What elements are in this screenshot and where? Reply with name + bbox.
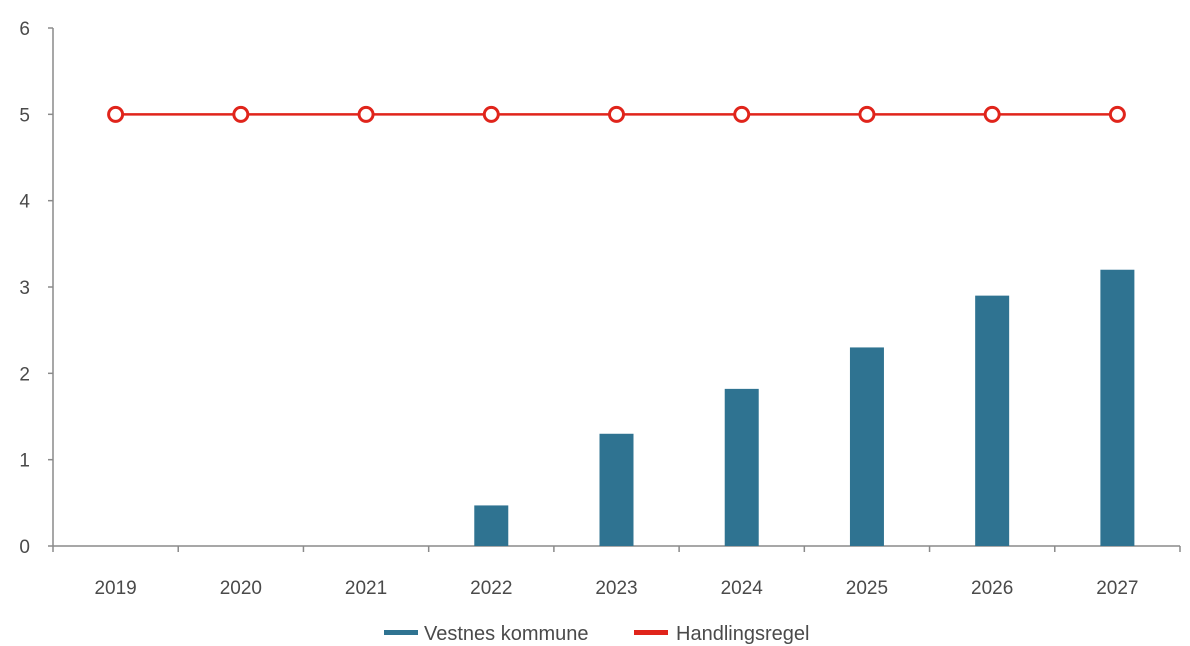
line-point [608,105,625,123]
x-tick-label: 2027 [1096,578,1138,599]
line-point [733,105,751,123]
y-tick-label: 1 [19,451,30,472]
line-point [858,105,876,123]
bar [975,295,1010,546]
y-tick-label: 4 [19,192,30,213]
y-tick-label: 3 [19,278,30,299]
bar [1100,269,1135,546]
line-point [232,105,250,123]
x-tick-label: 2019 [94,578,136,599]
legend-label-handlingsregel: Handlingsregel [676,623,809,645]
bar [849,347,884,546]
x-tick-label: 2021 [345,578,387,599]
bar-series-vestnes-kommune [474,269,1135,546]
y-tick-label: 0 [19,537,30,558]
x-tick-label: 2022 [470,578,512,599]
line-point [983,105,1001,123]
x-tick-label: 2025 [846,578,888,599]
legend-label-vestnes-kommune: Vestnes kommune [424,623,589,645]
y-tick-label: 5 [19,105,30,126]
line-point [107,105,125,123]
line-point [357,105,375,123]
bar [474,505,509,546]
x-tick-label: 2023 [595,578,637,599]
bar [724,388,759,546]
y-tick-label: 2 [19,364,30,385]
x-axis: 2019 2020 2021 2022 2023 2024 2025 2026 2027 [52,545,1181,599]
legend: Vestnes kommune Handlingsregel [384,623,809,645]
y-tick-label: 6 [19,19,30,40]
y-axis: 0 1 2 3 4 5 6 [19,19,54,558]
legend-swatch-handlingsregel [634,630,668,635]
bar [599,433,634,546]
x-tick-label: 2026 [971,578,1013,599]
legend-swatch-vestnes-kommune [384,630,418,635]
line-point [482,105,500,123]
x-tick-label: 2024 [721,578,764,599]
line-point [1108,105,1126,123]
line-series-handlingsregel [107,105,1126,123]
x-tick-label: 2020 [220,578,262,599]
